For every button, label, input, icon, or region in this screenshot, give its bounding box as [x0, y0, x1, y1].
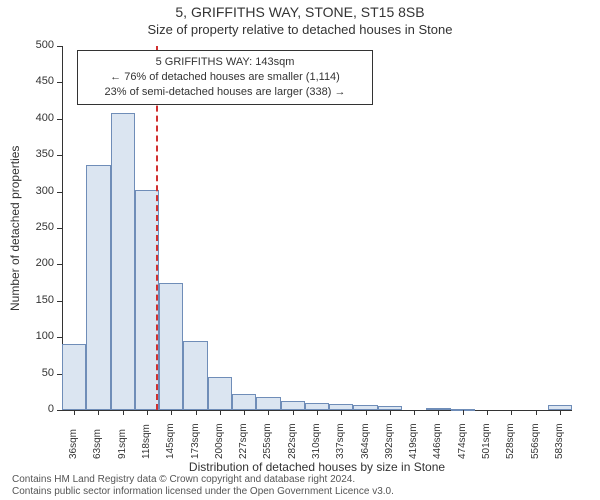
- x-tick-label: 556sqm: [530, 417, 541, 459]
- x-tick-label: 36sqm: [68, 417, 79, 459]
- x-tick-label: 63sqm: [92, 417, 103, 459]
- x-tick: [511, 410, 512, 415]
- histogram-bar: [183, 341, 207, 410]
- histogram-bar: [281, 401, 305, 410]
- x-tick-label: 282sqm: [287, 417, 298, 459]
- y-tick-label: 300: [24, 185, 54, 197]
- x-tick: [147, 410, 148, 415]
- footer-text-2: Contains public sector information licen…: [12, 486, 394, 497]
- x-tick-label: 392sqm: [384, 417, 395, 459]
- y-tick: [57, 337, 62, 338]
- x-tick: [487, 410, 488, 415]
- x-tick: [560, 410, 561, 415]
- x-tick-label: 118sqm: [141, 417, 152, 459]
- y-tick: [57, 228, 62, 229]
- y-tick-label: 150: [24, 294, 54, 306]
- y-tick-label: 0: [24, 403, 54, 415]
- x-tick: [268, 410, 269, 415]
- y-tick: [57, 82, 62, 83]
- x-tick-label: 227sqm: [238, 417, 249, 459]
- x-tick-label: 173sqm: [190, 417, 201, 459]
- x-tick-label: 364sqm: [360, 417, 371, 459]
- y-axis-label: Number of detached properties: [8, 46, 22, 410]
- x-tick: [171, 410, 172, 415]
- x-tick: [536, 410, 537, 415]
- x-tick: [341, 410, 342, 415]
- x-tick: [293, 410, 294, 415]
- x-tick-label: 200sqm: [214, 417, 225, 459]
- x-tick-label: 474sqm: [457, 417, 468, 459]
- y-tick-label: 450: [24, 75, 54, 87]
- x-tick-label: 255sqm: [262, 417, 273, 459]
- y-tick: [57, 155, 62, 156]
- y-tick: [57, 119, 62, 120]
- x-tick-label: 446sqm: [432, 417, 443, 459]
- x-tick-label: 419sqm: [408, 417, 419, 459]
- x-tick-label: 91sqm: [117, 417, 128, 459]
- x-tick: [196, 410, 197, 415]
- x-tick: [317, 410, 318, 415]
- x-tick: [74, 410, 75, 415]
- x-tick: [463, 410, 464, 415]
- footer-text-1: Contains HM Land Registry data © Crown c…: [12, 474, 355, 485]
- x-tick-label: 583sqm: [554, 417, 565, 459]
- y-tick: [57, 46, 62, 47]
- histogram-bar: [111, 113, 135, 410]
- x-tick: [390, 410, 391, 415]
- y-tick-label: 50: [24, 367, 54, 379]
- y-tick: [57, 264, 62, 265]
- x-tick: [220, 410, 221, 415]
- y-tick-label: 200: [24, 257, 54, 269]
- y-tick-label: 100: [24, 330, 54, 342]
- annotation-line: ← 76% of detached houses are smaller (1,…: [84, 70, 366, 85]
- x-tick: [123, 410, 124, 415]
- annotation-line: 5 GRIFFITHS WAY: 143sqm: [84, 55, 366, 70]
- y-tick: [57, 410, 62, 411]
- histogram-bar: [208, 377, 232, 410]
- y-tick-label: 500: [24, 39, 54, 51]
- y-tick-label: 350: [24, 148, 54, 160]
- x-axis-label: Distribution of detached houses by size …: [62, 460, 572, 474]
- x-tick: [414, 410, 415, 415]
- x-tick: [366, 410, 367, 415]
- chart-subtitle: Size of property relative to detached ho…: [0, 22, 600, 37]
- x-tick: [244, 410, 245, 415]
- x-tick-label: 310sqm: [311, 417, 322, 459]
- histogram-bar: [232, 394, 256, 410]
- y-tick: [57, 192, 62, 193]
- y-tick: [57, 301, 62, 302]
- y-tick-label: 400: [24, 112, 54, 124]
- y-tick-label: 250: [24, 221, 54, 233]
- histogram-bar: [86, 165, 110, 410]
- x-tick-label: 145sqm: [165, 417, 176, 459]
- x-tick: [438, 410, 439, 415]
- x-tick-label: 501sqm: [481, 417, 492, 459]
- x-tick-label: 337sqm: [335, 417, 346, 459]
- histogram-bar: [305, 403, 329, 410]
- annotation-box: 5 GRIFFITHS WAY: 143sqm ← 76% of detache…: [77, 50, 373, 105]
- chart-container: 5, GRIFFITHS WAY, STONE, ST15 8SB Size o…: [0, 0, 600, 500]
- chart-title: 5, GRIFFITHS WAY, STONE, ST15 8SB: [0, 4, 600, 20]
- histogram-bar: [159, 283, 183, 410]
- histogram-bar: [62, 344, 86, 410]
- x-tick: [98, 410, 99, 415]
- x-tick-label: 528sqm: [505, 417, 516, 459]
- histogram-bar: [256, 397, 280, 410]
- annotation-line: 23% of semi-detached houses are larger (…: [84, 85, 366, 100]
